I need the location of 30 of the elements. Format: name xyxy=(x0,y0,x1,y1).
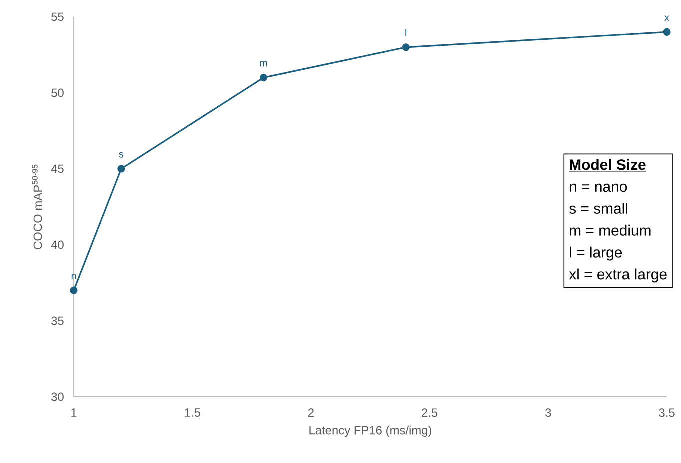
x-tick-label: 1 xyxy=(72,408,77,417)
x-tick-label: 2 xyxy=(308,408,314,417)
y-tick-label: 40 xyxy=(51,240,64,250)
y-tick-label: 55 xyxy=(52,12,64,22)
x-tick-label: 2.5 xyxy=(422,408,438,418)
point xyxy=(663,28,671,36)
point xyxy=(402,44,410,52)
annotation: x xyxy=(664,16,670,22)
y-axis-title: COCO mAP$^{50-95}$ xyxy=(32,164,42,250)
point xyxy=(260,74,268,82)
annotation: m xyxy=(260,61,268,67)
x-tick-label: 3.5 xyxy=(659,408,675,418)
annotation: s = small xyxy=(570,203,628,214)
annotation: xl = extra large xyxy=(569,268,667,283)
y-tick-label: 35 xyxy=(52,316,64,326)
annotation: Model Size xyxy=(570,159,646,170)
point xyxy=(118,165,126,173)
y-tick-label: 30 xyxy=(52,392,64,402)
annotation: l = large xyxy=(570,246,622,261)
x-tick-label: 3 xyxy=(546,408,552,418)
y-tick-label: 45 xyxy=(51,164,64,174)
annotation: s xyxy=(119,152,124,158)
annotation: n xyxy=(72,274,76,280)
y-tick-label: 50 xyxy=(52,88,64,98)
x-axis-title: Latency FP16 (ms/img) xyxy=(310,426,432,438)
point xyxy=(70,286,78,294)
x-tick-label: 1.5 xyxy=(185,408,200,417)
annotation: n = nano xyxy=(570,184,628,192)
annotation: l xyxy=(406,29,407,36)
annotation: m = medium xyxy=(570,224,651,236)
